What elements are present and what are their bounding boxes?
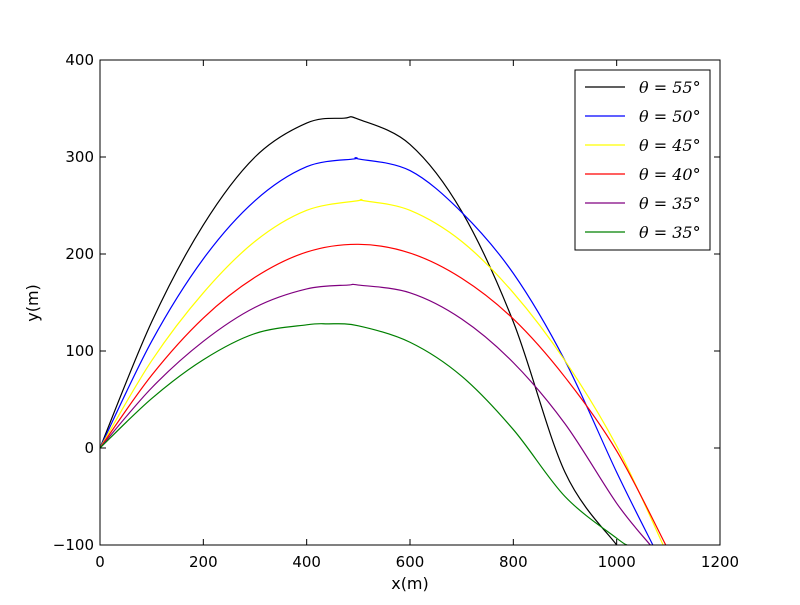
series-line-4 (100, 243, 667, 545)
legend-label-1: θ = 55° (639, 78, 701, 97)
series-line-1 (100, 116, 618, 545)
legend-box (574, 69, 711, 251)
x-tick-label: 200 (189, 553, 218, 571)
y-tick-label: 400 (65, 51, 94, 69)
series-layer (100, 116, 667, 545)
x-tick-label: 0 (95, 553, 105, 571)
y-tick-label: −100 (53, 536, 94, 554)
x-tick-label: 1200 (701, 553, 739, 571)
x-tick-label: 600 (396, 553, 425, 571)
legend-label-2: θ = 50° (639, 107, 701, 126)
legend-label-5: θ = 35° (639, 194, 701, 213)
y-tick-label: 200 (65, 245, 94, 263)
series-line-6 (100, 323, 628, 545)
legend-label-3: θ = 45° (639, 136, 701, 155)
y-axis-title: y(m) (23, 284, 42, 322)
y-tick-label: 0 (84, 439, 94, 457)
series-line-3 (100, 198, 664, 545)
x-axis-title: x(m) (391, 574, 429, 593)
x-tick-label: 1000 (598, 553, 636, 571)
series-line-5 (100, 283, 651, 545)
legend: θ = 55° θ = 50° θ = 45° θ = 40° θ = 35° θ = 3… (574, 69, 711, 251)
legend-label-4: θ = 40° (639, 165, 701, 184)
x-tick-label: 800 (499, 553, 528, 571)
x-tick-label: 400 (292, 553, 321, 571)
y-tick-label: 300 (65, 148, 94, 166)
series-line-2 (100, 157, 654, 545)
y-tick-label: 100 (65, 342, 94, 360)
legend-label-6: θ = 35° (639, 223, 701, 242)
